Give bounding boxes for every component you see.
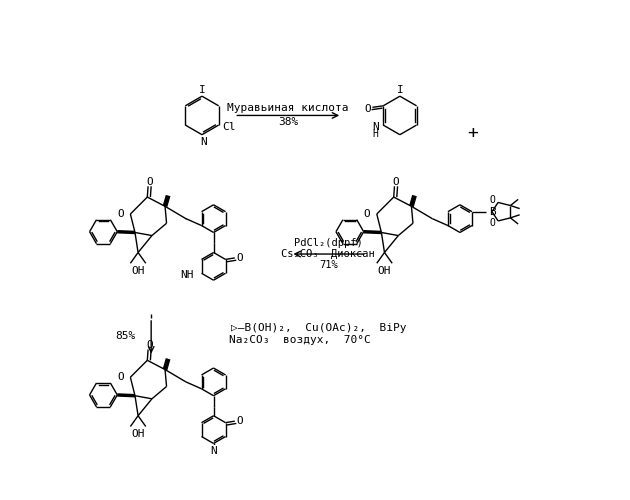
Text: O: O bbox=[236, 416, 243, 426]
Text: I: I bbox=[198, 85, 205, 95]
Text: OH: OH bbox=[131, 429, 145, 439]
Text: B: B bbox=[489, 206, 496, 216]
Text: OH: OH bbox=[131, 266, 145, 276]
Text: O: O bbox=[146, 176, 153, 186]
Text: Cs₂CO₃  Диоксан: Cs₂CO₃ Диоксан bbox=[282, 249, 375, 259]
Text: 71%: 71% bbox=[319, 260, 338, 270]
Text: PdCl₂(dppf): PdCl₂(dppf) bbox=[294, 238, 363, 248]
Text: O: O bbox=[364, 209, 370, 219]
Text: Na₂CO₃  воздух,  70°C: Na₂CO₃ воздух, 70°C bbox=[229, 334, 370, 344]
Text: I: I bbox=[396, 85, 403, 95]
Text: Cl: Cl bbox=[222, 122, 236, 132]
Text: Муравьиная кислота: Муравьиная кислота bbox=[227, 102, 349, 113]
Text: O: O bbox=[236, 253, 243, 263]
Text: O: O bbox=[117, 372, 124, 382]
Text: +: + bbox=[467, 124, 478, 142]
Text: OH: OH bbox=[378, 266, 391, 276]
Text: O: O bbox=[490, 195, 496, 205]
Text: O: O bbox=[490, 218, 496, 228]
Text: N: N bbox=[210, 446, 217, 456]
Text: O: O bbox=[392, 176, 399, 186]
Text: N: N bbox=[200, 136, 207, 146]
Text: N: N bbox=[372, 122, 379, 132]
Text: O: O bbox=[146, 340, 153, 350]
Text: 38%: 38% bbox=[278, 116, 299, 126]
Text: O: O bbox=[117, 209, 124, 219]
Text: ▷–B(OH)₂,  Cu(OAc)₂,  BiPy: ▷–B(OH)₂, Cu(OAc)₂, BiPy bbox=[231, 323, 407, 333]
Text: H: H bbox=[373, 128, 379, 138]
Text: NH: NH bbox=[180, 270, 194, 280]
Text: O: O bbox=[364, 104, 371, 114]
Text: 85%: 85% bbox=[115, 330, 135, 340]
